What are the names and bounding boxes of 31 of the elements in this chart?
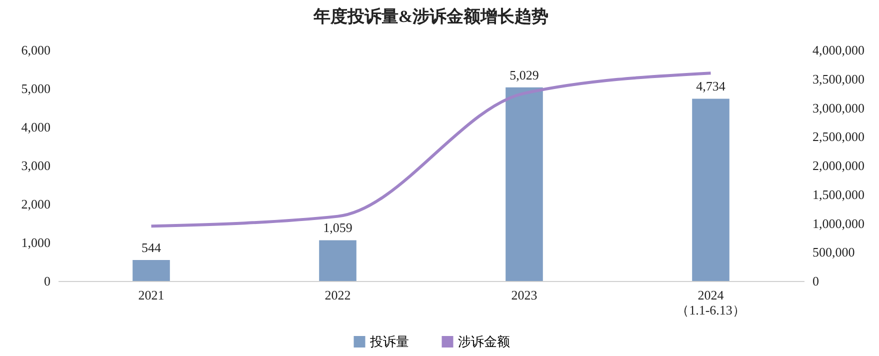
- y-tick-label: 6,000: [21, 42, 50, 58]
- y-tick-label: 0: [44, 274, 50, 288]
- y2-tick-label: 3,000,000: [812, 100, 864, 116]
- y2-tick-label: 1,000,000: [812, 216, 864, 231]
- data-label: 1,059: [323, 220, 352, 236]
- y2-tick-label: 1,500,000: [812, 186, 864, 202]
- data-label: 5,029: [510, 67, 539, 82]
- y2-tick-label: 0: [812, 274, 819, 288]
- y2-tick-label: 2,500,000: [812, 129, 864, 144]
- bar: [692, 98, 730, 281]
- y-tick-label: 5,000: [21, 81, 50, 96]
- data-label: 4,734: [696, 78, 726, 94]
- y-tick-label: 4,000: [21, 120, 50, 134]
- legend-label: 涉诉金额: [458, 334, 510, 349]
- bar: [132, 260, 170, 281]
- y-tick-label: 1,000: [21, 235, 50, 250]
- bar: [506, 87, 543, 281]
- y2-tick-label: 4,000,000: [812, 42, 864, 58]
- chart-title: 年度投诉量&涉诉金额增长趋势: [312, 7, 549, 26]
- x-tick-label: 2024 （1.1-6.13）: [676, 288, 746, 318]
- y2-tick-label: 3,500,000: [812, 71, 864, 86]
- bar: [319, 240, 356, 281]
- x-tick-label: 2022: [324, 288, 351, 302]
- y2-tick-label: 500,000: [812, 244, 855, 260]
- legend-label: 投诉量: [369, 334, 409, 349]
- y2-tick-label: 2,000,000: [812, 158, 864, 173]
- y-tick-label: 3,000: [21, 158, 50, 173]
- data-label: 544: [142, 240, 162, 256]
- y-tick-label: 2,000: [21, 196, 50, 212]
- x-tick-label: 2021: [138, 288, 164, 302]
- x-tick-label: 2023: [511, 288, 538, 302]
